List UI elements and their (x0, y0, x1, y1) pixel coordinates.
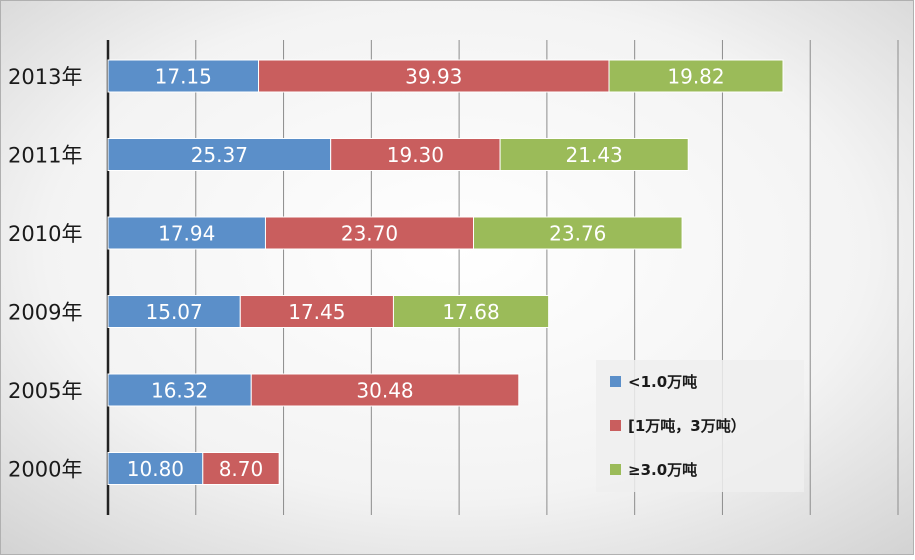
data-label: 39.93 (405, 65, 462, 89)
bar-segment (107, 452, 204, 485)
category-tick-label: 2009年 (8, 301, 82, 325)
category-tick-label: 2005年 (8, 379, 82, 403)
category-tick-label: 2000年 (8, 458, 82, 482)
data-label: 17.15 (155, 65, 212, 89)
legend-entry-label: [1万吨，3万吨） (628, 417, 746, 435)
data-label: 19.30 (387, 143, 444, 167)
data-label: 15.07 (146, 300, 203, 324)
bar-segment (107, 373, 252, 407)
bar-segment (202, 452, 280, 485)
bar-segment (107, 216, 266, 250)
bar-segment (107, 138, 332, 171)
data-label: 17.94 (158, 222, 215, 246)
bar-layer (107, 59, 784, 485)
category-tick-label: 2011年 (8, 144, 82, 168)
data-label: 8.70 (219, 457, 264, 481)
legend-box (596, 360, 804, 492)
bar-segment (239, 295, 394, 328)
data-label: 23.76 (549, 222, 606, 246)
bar-segment (330, 138, 501, 171)
bar-segment (264, 216, 475, 250)
data-label: 17.45 (288, 300, 345, 324)
bar-segment (107, 295, 241, 328)
data-label: 30.48 (356, 379, 413, 403)
data-label: 19.82 (667, 65, 724, 89)
label-layer: 2013年 17.15 39.93 19.82 2011年 25.37 19.30 21.43… (8, 65, 725, 482)
legend-swatch (610, 420, 621, 431)
data-label: 25.37 (191, 143, 248, 167)
bar-segment (250, 373, 520, 407)
legend: <1.0万吨 [1万吨，3万吨） ≥3.0万吨 (596, 360, 804, 492)
bar-segment (107, 59, 260, 93)
bar-segment (392, 295, 550, 328)
data-label: 16.32 (151, 379, 208, 403)
data-label: 23.70 (341, 222, 398, 246)
bar-segment (473, 216, 683, 250)
bar-segment (258, 59, 610, 93)
category-tick-label: 2013年 (8, 65, 82, 89)
category-tick-label: 2010年 (8, 222, 82, 246)
bar-segment (499, 138, 689, 171)
data-label: 21.43 (566, 143, 623, 167)
legend-swatch (610, 376, 621, 387)
data-label: 10.80 (127, 457, 184, 481)
bar-segment (608, 59, 784, 93)
data-label: 17.68 (442, 300, 499, 324)
legend-entry-label: ≥3.0万吨 (628, 461, 697, 479)
legend-entry-label: <1.0万吨 (628, 373, 697, 391)
legend-swatch (610, 464, 621, 475)
